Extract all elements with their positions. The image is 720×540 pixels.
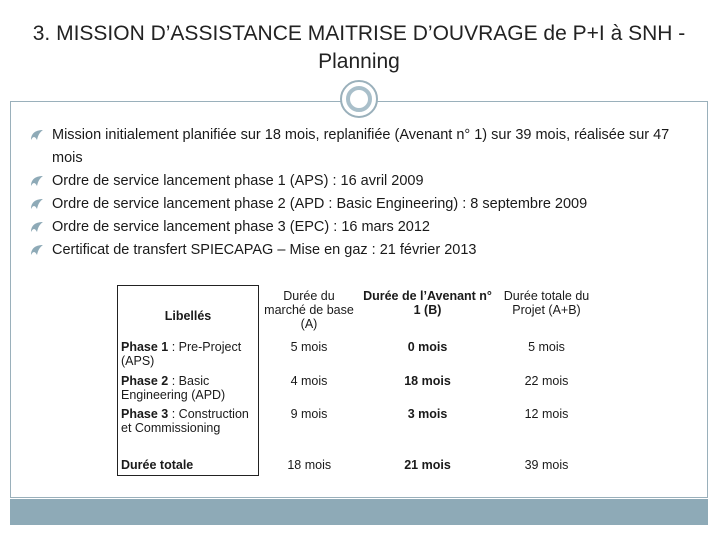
table-row: Phase 2 : Basic Engineering (APD) 4 mois… [117,374,598,407]
cell-base: 4 mois [290,374,328,388]
bullet-text: Ordre de service lancement phase 2 (APD … [52,196,588,212]
bullet-text: Mission initialement planifiée sur 18 mo… [52,127,670,166]
bullet-text: Certificat de transfert SPIECAPAG – Mise… [52,242,477,258]
cell-base: 5 mois [290,340,328,354]
fleuron-bullet-icon [30,243,44,257]
fleuron-bullet-icon [30,197,44,211]
bullet-item: Ordre de service lancement phase 1 (APS)… [30,170,695,193]
row-label: : Basic Engineering (APD) [121,374,226,402]
cell-total: 22 mois [524,374,569,388]
slide-title: 3. MISSION D’ASSISTANCE MAITRISE D’OUVRA… [32,22,686,73]
header-total: Durée totale du Projet (A+B) [503,288,590,317]
fleuron-bullet-icon [30,174,44,188]
cell-base: 9 mois [290,407,328,421]
row-label-bold: Phase 3 [121,407,169,421]
bottom-accent-bar [10,499,708,525]
fleuron-bullet-icon [30,220,44,234]
bullet-item: Ordre de service lancement phase 3 (EPC)… [30,216,695,239]
row-label: : Pre-Project (APS) [121,340,242,368]
bullet-text: Ordre de service lancement phase 1 (APS)… [52,173,424,189]
table-row: Phase 1 : Pre-Project (APS) 5 mois 0 moi… [117,340,598,374]
cell-base: 18 mois [287,458,332,472]
bullet-item: Ordre de service lancement phase 2 (APD … [30,193,695,216]
cell-avenant: 0 mois [407,340,448,354]
cell-avenant: 18 mois [404,374,451,388]
header-avenant: Durée de l’Avenant n° 1 (B) [363,288,492,317]
bullet-item: Certificat de transfert SPIECAPAG – Mise… [30,239,695,262]
row-label-bold: Durée totale [121,458,194,472]
cell-avenant: 21 mois [404,458,451,472]
header-libelles: Libellés [164,309,212,323]
cell-total: 5 mois [528,340,565,354]
header-base: Durée du marché de base (A) [264,288,354,331]
bullet-item: Mission initialement planifiée sur 18 mo… [30,124,695,170]
table-row: Durée totale 18 mois 21 mois 39 mois [117,458,598,476]
bullet-list: Mission initialement planifiée sur 18 mo… [30,124,695,262]
row-label-bold: Phase 2 [121,374,169,388]
cell-total: 12 mois [524,407,569,421]
cell-total: 39 mois [524,458,569,472]
cell-avenant: 3 mois [407,407,448,421]
circle-ornament [340,80,378,118]
row-label: : Construction et Commissioning [121,407,249,435]
fleuron-bullet-icon [30,128,44,142]
row-label-bold: Phase 1 [121,340,169,354]
planning-table: Libellés Durée du marché de base (A) Dur… [117,285,598,476]
table-header-row: Libellés Durée du marché de base (A) Dur… [117,285,598,340]
bullet-text: Ordre de service lancement phase 3 (EPC)… [52,219,430,235]
table-row: Phase 3 : Construction et Commissioning … [117,407,598,458]
